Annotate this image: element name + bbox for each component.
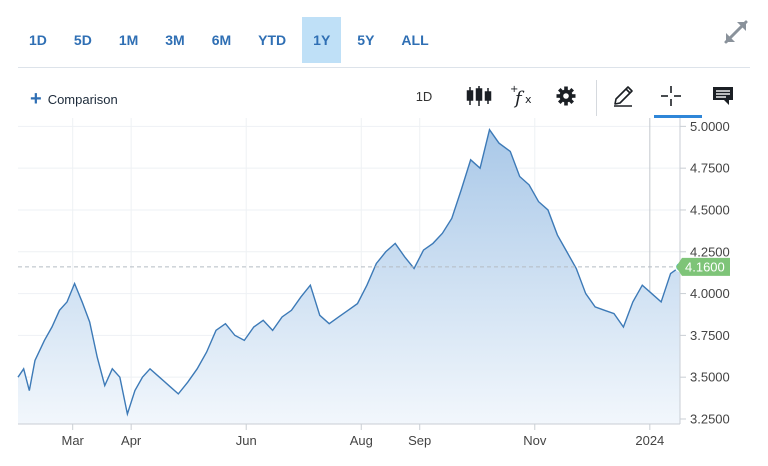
price-area bbox=[18, 129, 680, 424]
range-button-ytd[interactable]: YTD bbox=[258, 32, 287, 48]
range-button-5d[interactable]: 5D bbox=[73, 32, 92, 48]
price-chart[interactable]: 5.0000 4.7500 4.5000 4.2500 4.0000 3.7500 3.50… bbox=[0, 118, 768, 466]
y-tick-label: 3.5000 bbox=[690, 370, 730, 385]
x-tick-label: Aug bbox=[350, 433, 373, 448]
gear-icon[interactable] bbox=[552, 82, 580, 110]
range-button-3m[interactable]: 3M bbox=[165, 32, 185, 48]
range-button-6m[interactable]: 6M bbox=[211, 32, 232, 48]
range-selector: 1D 5D 1M 3M 6M YTD 1Y 5Y ALL bbox=[18, 16, 445, 64]
crosshair-icon[interactable] bbox=[656, 82, 686, 110]
y-tick-label: 4.5000 bbox=[690, 202, 730, 217]
range-button-1d[interactable]: 1D bbox=[29, 32, 47, 48]
x-tick-label: Jun bbox=[236, 433, 257, 448]
range-button-all[interactable]: ALL bbox=[401, 32, 429, 48]
comparison-button[interactable]: + Comparison bbox=[30, 89, 118, 109]
x-tick-label: Apr bbox=[121, 433, 142, 448]
active-tool-indicator bbox=[654, 115, 702, 118]
y-tick-label: 4.7500 bbox=[690, 161, 730, 176]
price-line bbox=[17, 128, 681, 417]
x-tick-label: Sep bbox=[408, 433, 431, 448]
x-tick-label: Nov bbox=[523, 433, 547, 448]
range-button-5y[interactable]: 5Y bbox=[357, 32, 375, 48]
svg-text:+: + bbox=[510, 84, 518, 95]
x-tick-label: Mar bbox=[61, 433, 84, 448]
interval-button[interactable]: 1D bbox=[415, 88, 433, 104]
x-tick-label: 2024 bbox=[635, 433, 664, 448]
expand-icon[interactable] bbox=[720, 16, 752, 48]
range-button-1m[interactable]: 1M bbox=[118, 32, 139, 48]
last-value-badge bbox=[676, 257, 730, 276]
plus-icon: + bbox=[30, 88, 42, 110]
toolbar-divider bbox=[18, 67, 750, 68]
pencil-icon[interactable] bbox=[608, 82, 638, 110]
comparison-label: Comparison bbox=[47, 91, 118, 107]
y-tick-label: 4.0000 bbox=[690, 286, 730, 301]
y-tick-label: 3.7500 bbox=[690, 328, 730, 343]
range-button-1y[interactable]: 1Y bbox=[302, 17, 342, 63]
tool-separator bbox=[596, 80, 597, 116]
y-tick-label: 4.2500 bbox=[690, 244, 730, 259]
y-tick-label: 5.0000 bbox=[690, 119, 730, 134]
function-icon[interactable]: + f x bbox=[508, 82, 538, 110]
last-value-label: 4.1600 bbox=[685, 259, 725, 274]
candlestick-icon[interactable] bbox=[464, 82, 494, 110]
y-tick-label: 3.2500 bbox=[690, 411, 730, 426]
svg-text:x: x bbox=[525, 93, 532, 106]
svg-text:f: f bbox=[513, 88, 525, 109]
comment-icon[interactable] bbox=[708, 82, 738, 110]
